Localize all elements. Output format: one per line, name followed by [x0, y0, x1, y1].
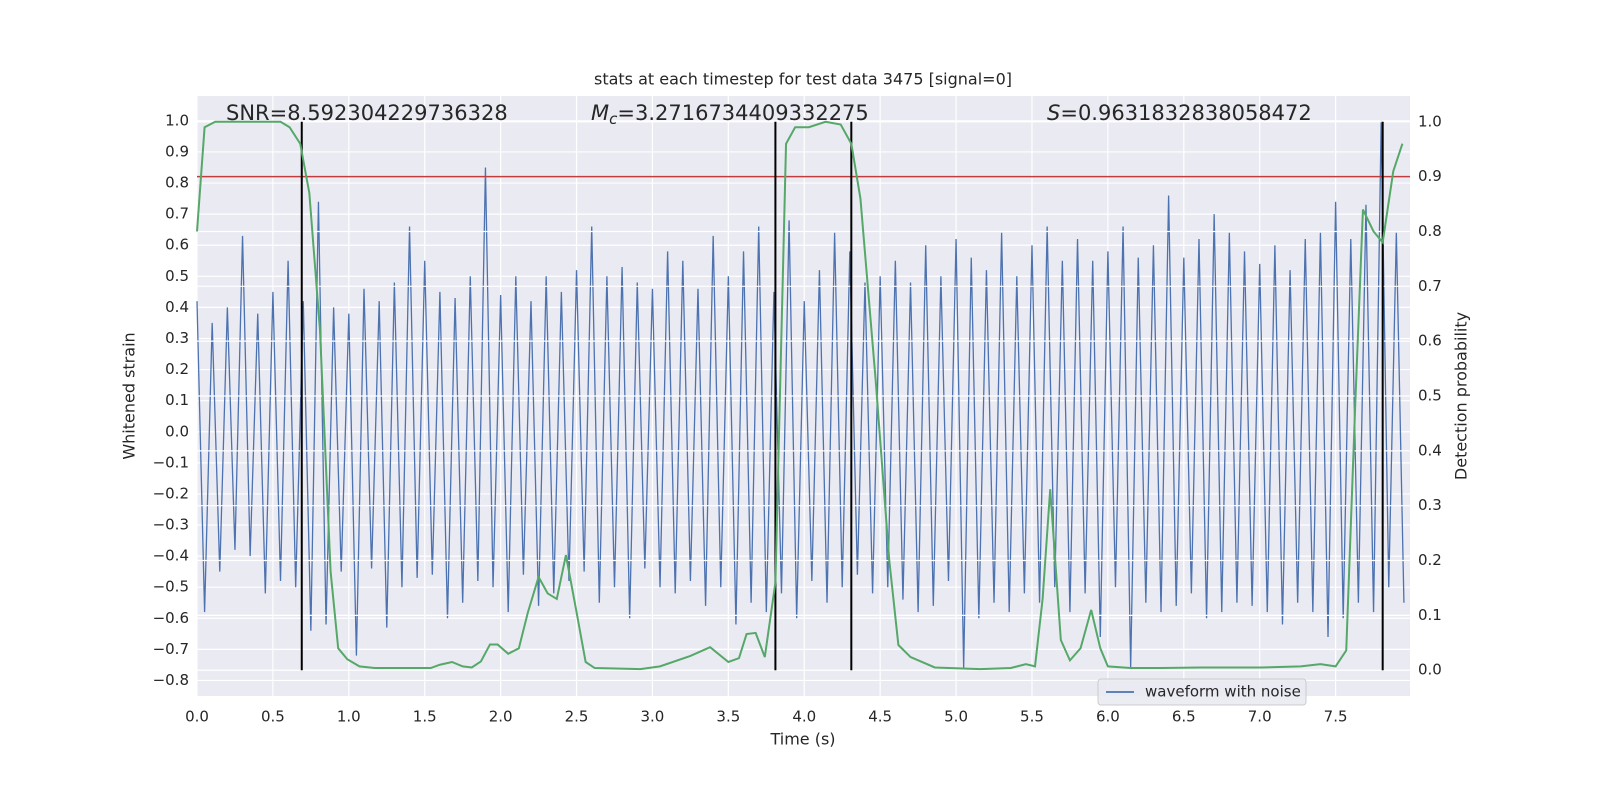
- probability-line: [196, 120, 1404, 671]
- annotation-subscript: c: [609, 110, 618, 128]
- x-tick-label: 4.0: [792, 708, 816, 726]
- annotation-text: SNR=8.592304229736328: [226, 101, 508, 125]
- x-tick-label: 5.5: [1020, 708, 1044, 726]
- y2-tick-label: 0.9: [1418, 167, 1442, 185]
- y-tick-label: 0.1: [165, 391, 189, 409]
- y-tick-label: 0.9: [165, 142, 189, 160]
- y2-tick-label: 0.3: [1418, 496, 1442, 514]
- x-tick-label: 6.5: [1172, 708, 1196, 726]
- y-tick-label: −0.6: [153, 609, 189, 627]
- x-tick-label: 3.5: [716, 708, 740, 726]
- y-tick-label: 0.8: [165, 174, 189, 192]
- x-tick-label: 5.0: [944, 708, 968, 726]
- x-tick-label: 6.0: [1096, 708, 1120, 726]
- y-tick-label: 0.4: [165, 298, 189, 316]
- legend: [1097, 678, 1307, 706]
- annotation-symbol: M: [591, 101, 609, 125]
- y2-tick-label: 0.5: [1418, 387, 1442, 405]
- y-tick-label: 0.6: [165, 236, 189, 254]
- chart-title: stats at each timestep for test data 347…: [594, 70, 1012, 89]
- x-tick-label: 2.5: [565, 708, 589, 726]
- line-series: [196, 120, 1405, 669]
- y-tick-label: 0.7: [165, 205, 189, 223]
- y-tick-label: 0.3: [165, 329, 189, 347]
- y-tick-label: −0.2: [153, 484, 189, 502]
- annotation: S=0.9631832838058472: [1047, 101, 1312, 125]
- y2-tick-label: 0.1: [1418, 606, 1442, 624]
- x-tick-label: 1.5: [413, 708, 437, 726]
- y-tick-label: −0.5: [153, 578, 189, 596]
- annotation-text: =3.2716734409332275: [617, 101, 868, 125]
- y-tick-label: −0.1: [153, 453, 189, 471]
- y-tick-label: −0.4: [153, 547, 189, 565]
- y-tick-label: −0.8: [153, 671, 189, 689]
- y2-tick-label: 1.0: [1418, 112, 1442, 130]
- y2-tick-label: 0.4: [1418, 441, 1442, 459]
- y-tick-label: 1.0: [165, 111, 189, 129]
- x-tick-label: 3.0: [641, 708, 665, 726]
- x-tick-label: 0.0: [185, 708, 209, 726]
- y2-axis-label: Detection probability: [1452, 312, 1471, 480]
- x-axis-label: Time (s): [769, 730, 835, 749]
- x-tick-label: 1.0: [337, 708, 361, 726]
- y2-tick-label: 0.0: [1418, 661, 1442, 679]
- y2-tick-label: 0.6: [1418, 332, 1442, 350]
- x-tick-label: 0.5: [261, 708, 285, 726]
- annotation: SNR=8.592304229736328: [226, 101, 508, 125]
- y-tick-label: 0.2: [165, 360, 189, 378]
- y2-tick-label: 0.8: [1418, 222, 1442, 240]
- y2-tick-label: 0.7: [1418, 277, 1442, 295]
- y-tick-label: −0.3: [153, 516, 189, 534]
- annotation-symbol: S: [1047, 101, 1060, 125]
- x-tick-label: 7.5: [1324, 708, 1348, 726]
- y-tick-label: 0.5: [165, 267, 189, 285]
- x-tick-label: 4.5: [868, 708, 892, 726]
- legend-label: waveform with noise: [1145, 683, 1301, 701]
- annotation: Mc=3.2716734409332275: [591, 101, 869, 128]
- y-tick-label: −0.7: [153, 640, 189, 658]
- y-tick-label: 0.0: [165, 422, 189, 440]
- x-tick-label: 7.0: [1248, 708, 1272, 726]
- y2-tick-label: 0.2: [1418, 551, 1442, 569]
- annotation-text: =0.9631832838058472: [1060, 101, 1311, 125]
- y-axis-label: Whitened strain: [120, 332, 139, 459]
- x-tick-label: 2.0: [489, 708, 513, 726]
